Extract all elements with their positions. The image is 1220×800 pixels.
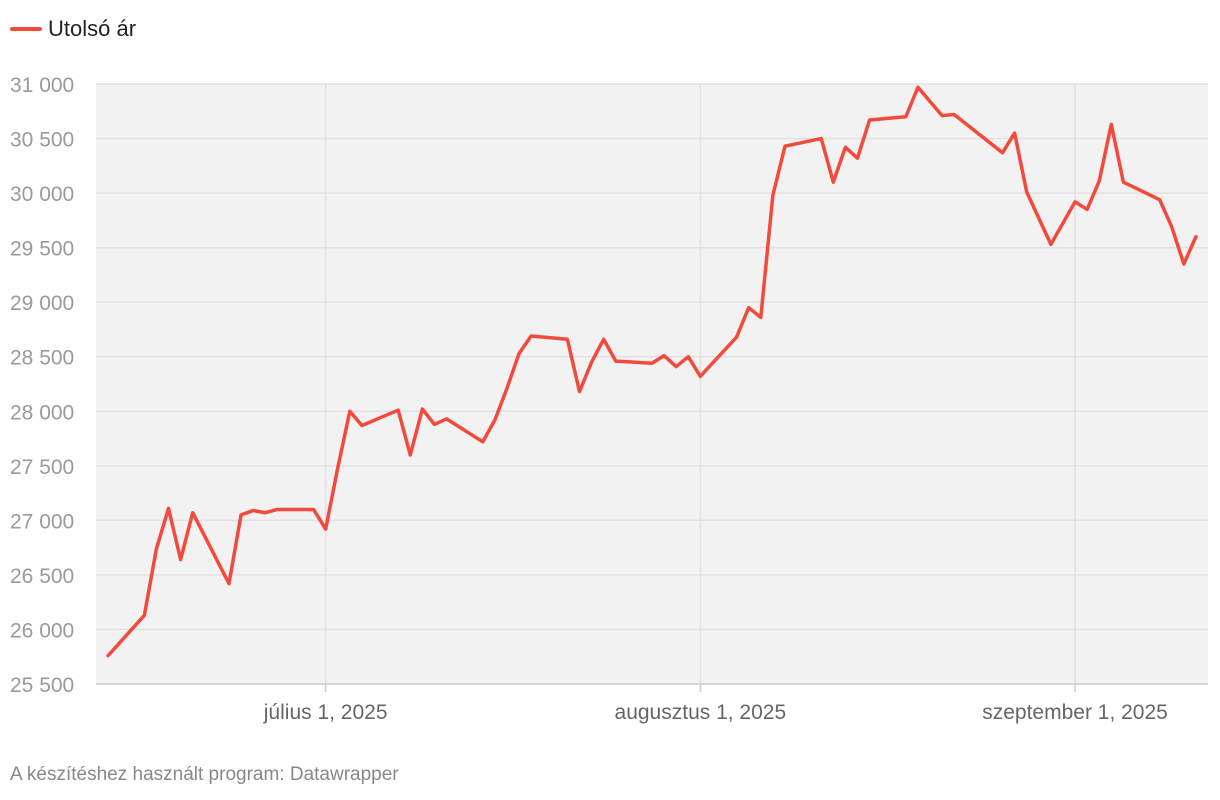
data-point: [480, 439, 486, 445]
y-axis: 25 500 26 000 26 500 27 000 27 500 28 000 28 5…: [10, 74, 74, 697]
y-tick-label: 28 500: [10, 347, 74, 370]
data-point: [431, 421, 437, 427]
data-point: [1012, 130, 1018, 136]
data-point: [1084, 206, 1090, 212]
data-point: [238, 512, 244, 518]
data-point: [601, 336, 607, 342]
y-tick-label: 26 500: [10, 565, 74, 588]
data-point: [528, 333, 534, 339]
data-point: [1024, 189, 1030, 195]
data-point: [564, 336, 570, 342]
series-line: [106, 85, 1198, 658]
y-tick-label: 30 000: [10, 183, 74, 206]
data-point: [226, 581, 232, 587]
data-point: [613, 358, 619, 364]
data-point: [818, 136, 824, 142]
y-tick-label: 27 000: [10, 510, 74, 533]
data-point: [504, 385, 510, 391]
data-point: [1157, 197, 1163, 203]
data-point: [576, 389, 582, 395]
data-point: [105, 653, 111, 659]
y-tick-label: 25 500: [10, 674, 74, 697]
y-tick-label: 28 000: [10, 401, 74, 424]
data-point: [1169, 224, 1175, 230]
data-point: [697, 373, 703, 379]
data-point: [903, 114, 909, 120]
data-point: [1000, 150, 1006, 156]
y-tick-label: 29 500: [10, 238, 74, 261]
y-tick-label: 26 000: [10, 619, 74, 642]
data-point: [734, 334, 740, 340]
data-point: [867, 117, 873, 123]
data-point: [335, 465, 341, 471]
footer-credit: A készítéshez használt program: Datawrap…: [10, 764, 399, 785]
data-point: [166, 505, 172, 511]
data-point: [939, 113, 945, 119]
legend: Utolsó ár: [10, 16, 136, 42]
data-point: [1193, 234, 1199, 240]
data-point: [262, 510, 268, 516]
data-point: [842, 144, 848, 150]
data-point: [951, 112, 957, 118]
y-tick-label: 30 500: [10, 129, 74, 152]
x-tick-label: július 1, 2025: [263, 701, 388, 724]
data-point: [1181, 261, 1187, 267]
data-point: [1108, 121, 1114, 127]
data-point: [1096, 178, 1102, 184]
x-axis: július 1, 2025 augusztus 1, 2025 szeptembe…: [96, 683, 1208, 724]
data-point: [395, 407, 401, 413]
data-point: [516, 350, 522, 356]
data-point: [1048, 241, 1054, 247]
series-group: [105, 84, 1199, 659]
data-point: [359, 422, 365, 428]
data-point: [854, 155, 860, 161]
data-point: [685, 354, 691, 360]
data-point: [758, 314, 764, 320]
data-point: [1120, 179, 1126, 185]
data-point: [444, 416, 450, 422]
data-point: [673, 364, 679, 370]
data-point: [274, 506, 280, 512]
data-point: [830, 179, 836, 185]
data-point: [178, 557, 184, 563]
y-grid: [96, 83, 1208, 685]
data-point: [407, 452, 413, 458]
data-point: [419, 406, 425, 412]
data-point: [589, 359, 595, 365]
x-tick-label: augusztus 1, 2025: [615, 701, 787, 724]
data-point: [190, 510, 196, 516]
y-tick-label: 29 000: [10, 292, 74, 315]
y-tick-label: 31 000: [10, 74, 74, 97]
data-point: [746, 305, 752, 311]
data-point: [649, 360, 655, 366]
data-point: [153, 546, 159, 552]
legend-label: Utolsó ár: [48, 16, 137, 41]
data-point: [1072, 199, 1078, 205]
data-point: [347, 408, 353, 414]
data-point: [492, 417, 498, 423]
data-point: [661, 353, 667, 359]
plot-background: [96, 84, 1208, 684]
y-tick-label: 27 500: [10, 456, 74, 479]
data-point: [770, 192, 776, 198]
x-tick-label: szeptember 1, 2025: [982, 701, 1168, 724]
data-point: [141, 612, 147, 618]
x-grid: [324, 84, 1076, 684]
data-point: [323, 526, 329, 532]
data-point: [915, 84, 921, 90]
legend-swatch: [10, 27, 42, 31]
data-point: [311, 506, 317, 512]
data-point: [782, 143, 788, 149]
data-point: [250, 508, 256, 514]
